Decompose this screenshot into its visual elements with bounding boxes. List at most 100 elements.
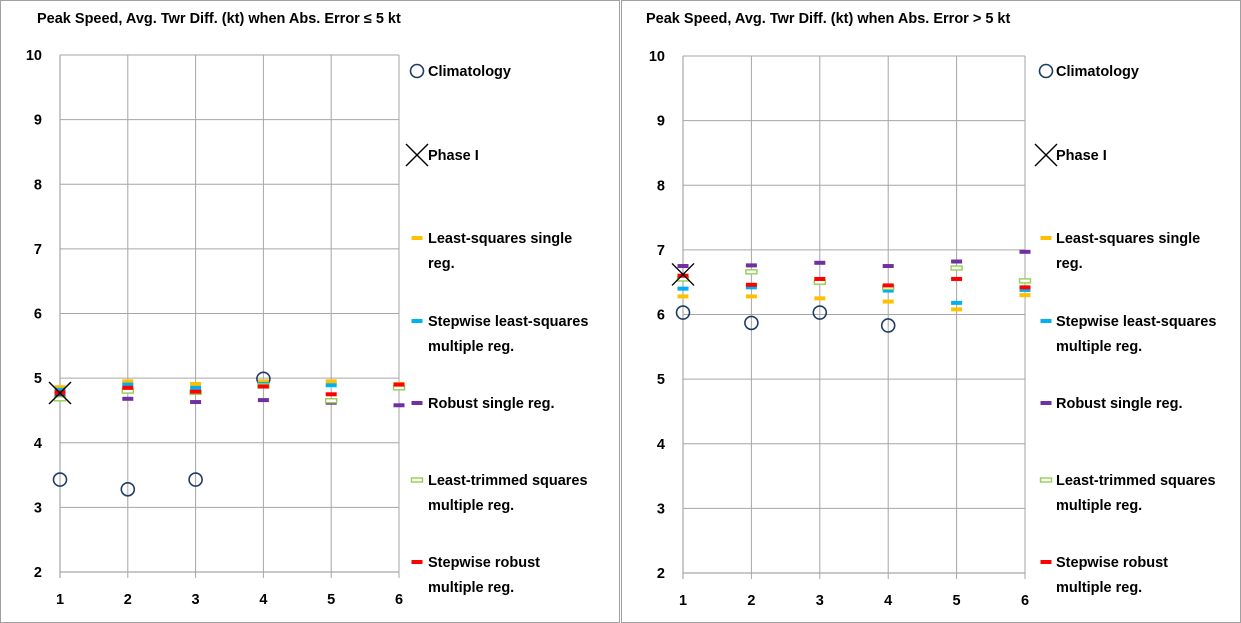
legend-item-right-2: Least-squares single reg. <box>1040 231 1200 272</box>
x-tick-label-6: 6 <box>1021 593 1029 609</box>
chart-right-svg: Peak Speed, Avg. Twr Diff. (kt) when Abs… <box>646 11 1216 609</box>
point-left-s4-5 <box>393 403 405 408</box>
chart-panel-right: Peak Speed, Avg. Twr Diff. (kt) when Abs… <box>621 0 1241 623</box>
point-right-s4-2 <box>814 260 826 265</box>
point-left-s2-1 <box>122 379 134 384</box>
legend-label-right-5-0: Least-trimmed squares <box>1056 473 1216 489</box>
legend-label-right-2-1: reg. <box>1056 256 1083 272</box>
y-tick-label-9: 9 <box>34 113 42 129</box>
y-tick-label-3: 3 <box>34 500 42 516</box>
y-tick-label-9: 9 <box>657 114 665 130</box>
series-left-1 <box>48 381 72 405</box>
legend-marker-right-2 <box>1040 236 1052 240</box>
legend-marker-left-2 <box>411 236 423 240</box>
y-tick-label-3: 3 <box>657 501 665 517</box>
y-tick-label-8: 8 <box>657 178 665 194</box>
point-left-s3-2 <box>190 385 202 390</box>
legend-item-left-2: Least-squares single reg. <box>411 231 572 272</box>
legend-label-right-5-1: multiple reg. <box>1056 498 1142 514</box>
point-right-s6-5 <box>1019 285 1031 290</box>
y-tick-label-7: 7 <box>657 243 665 259</box>
point-right-s5-4 <box>950 265 963 271</box>
legend-label-left-2-0: Least-squares single <box>428 231 572 247</box>
chart-left-svg: Peak Speed, Avg. Twr Diff. (kt) when Abs… <box>26 11 589 608</box>
legend-marker-left-1-b <box>405 143 429 167</box>
point-left-s2-0 <box>54 385 66 390</box>
legend-marker-right-0 <box>1038 63 1054 79</box>
point-right-s2-5 <box>1019 293 1031 298</box>
point-right-s0-2 <box>812 305 828 320</box>
point-left-s0-1 <box>120 481 136 497</box>
point-left-s3-0 <box>54 387 66 392</box>
legend-label-right-0-0: Climatology <box>1056 64 1139 80</box>
legend-label-right-6-0: Stepwise robust <box>1056 555 1168 571</box>
legend-marker-left-5 <box>410 477 424 483</box>
legend-marker-right-4 <box>1040 401 1052 405</box>
y-tick-label-10: 10 <box>649 49 665 65</box>
series-left-3 <box>54 381 405 392</box>
point-right-s6-3 <box>882 283 894 288</box>
legend-marker-left-1 <box>405 143 429 167</box>
legend-marker-right-6 <box>1040 560 1052 564</box>
legend-item-left-3: Stepwise least-squares multiple reg. <box>411 314 588 355</box>
series-left-2 <box>54 379 405 390</box>
y-tick-label-5: 5 <box>657 372 665 388</box>
x-tick-label-5: 5 <box>327 592 335 608</box>
series-right-4 <box>677 249 1031 269</box>
series-right-6 <box>677 273 1031 290</box>
y-tick-label-10: 10 <box>26 48 42 64</box>
x-tick-label-3: 3 <box>816 593 824 609</box>
x-tick-label-4: 4 <box>884 593 892 609</box>
y-tick-label-4: 4 <box>657 437 665 453</box>
point-left-s4-2 <box>190 400 202 405</box>
legend-marker-left-0 <box>409 63 425 79</box>
point-right-s3-0 <box>677 286 689 291</box>
point-left-s0-2 <box>188 472 203 487</box>
legend-label-left-0-0: Climatology <box>428 64 511 80</box>
legend-item-left-4: Robust single reg. <box>411 396 555 412</box>
legend-item-right-0: Climatology <box>1038 63 1139 80</box>
point-left-s3-1 <box>122 382 134 387</box>
y-tick-label-5: 5 <box>34 371 42 387</box>
y-tick-label-2: 2 <box>657 566 665 582</box>
legend-item-right-3: Stepwise least-squares multiple reg. <box>1040 314 1216 355</box>
point-right-s3-4 <box>951 300 963 305</box>
point-left-s0-0 <box>52 472 68 487</box>
series-left-4 <box>54 394 405 408</box>
series-right-3 <box>677 280 1031 305</box>
y-tick-label-2: 2 <box>34 565 42 581</box>
y-tick-label-6: 6 <box>34 307 42 323</box>
series-left-0 <box>52 371 271 497</box>
chart-left-title: Peak Speed, Avg. Twr Diff. (kt) when Abs… <box>37 11 401 27</box>
legend-item-right-5: Least-trimmed squares multiple reg. <box>1039 473 1216 514</box>
point-right-s0-0 <box>675 305 691 320</box>
point-right-s2-1 <box>745 294 757 299</box>
legend-label-left-3-1: multiple reg. <box>428 339 514 355</box>
point-right-s2-0 <box>677 294 689 299</box>
x-tick-label-1: 1 <box>679 593 687 609</box>
legend-label-left-6-1: multiple reg. <box>428 580 514 596</box>
point-left-s6-4 <box>325 392 337 397</box>
point-right-s6-0 <box>677 273 689 278</box>
legend-item-left-6: Stepwise robust multiple reg. <box>411 555 540 596</box>
legend-item-left-1: Phase I <box>405 143 479 167</box>
y-tick-label-4: 4 <box>34 436 42 452</box>
point-right-s5-5 <box>1018 278 1032 284</box>
series-right-5 <box>676 265 1032 291</box>
point-left-s6-1 <box>122 385 134 390</box>
point-right-s2-2 <box>814 296 826 301</box>
point-right-s4-5 <box>1019 249 1031 254</box>
legend-label-left-5-0: Least-trimmed squares <box>428 473 588 489</box>
legend-marker-left-4 <box>411 401 423 405</box>
point-right-s3-5 <box>1019 287 1031 292</box>
legend-label-left-4-0: Robust single reg. <box>428 396 555 412</box>
point-right-s4-1 <box>745 263 757 268</box>
y-tick-label-7: 7 <box>34 242 42 258</box>
point-right-s2-3 <box>882 299 894 304</box>
y-tick-label-6: 6 <box>657 308 665 324</box>
x-tick-label-4: 4 <box>259 592 267 608</box>
legend-label-left-2-1: reg. <box>428 256 455 272</box>
x-tick-label-6: 6 <box>395 592 403 608</box>
series-right-0 <box>675 305 896 333</box>
legend-marker-right-1 <box>1034 143 1058 167</box>
